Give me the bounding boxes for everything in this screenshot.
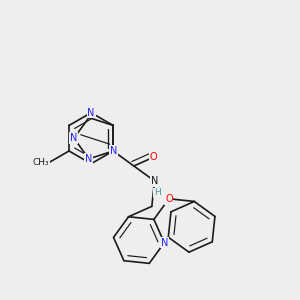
Text: N: N (70, 133, 78, 143)
Text: H: H (154, 188, 161, 197)
Text: N: N (151, 176, 158, 186)
Text: O: O (150, 152, 158, 162)
Text: N: N (110, 146, 117, 156)
Text: O: O (165, 194, 173, 204)
Text: CH₃: CH₃ (32, 158, 49, 167)
Text: N: N (160, 238, 168, 248)
Text: N: N (85, 154, 93, 164)
Text: N: N (87, 108, 95, 118)
